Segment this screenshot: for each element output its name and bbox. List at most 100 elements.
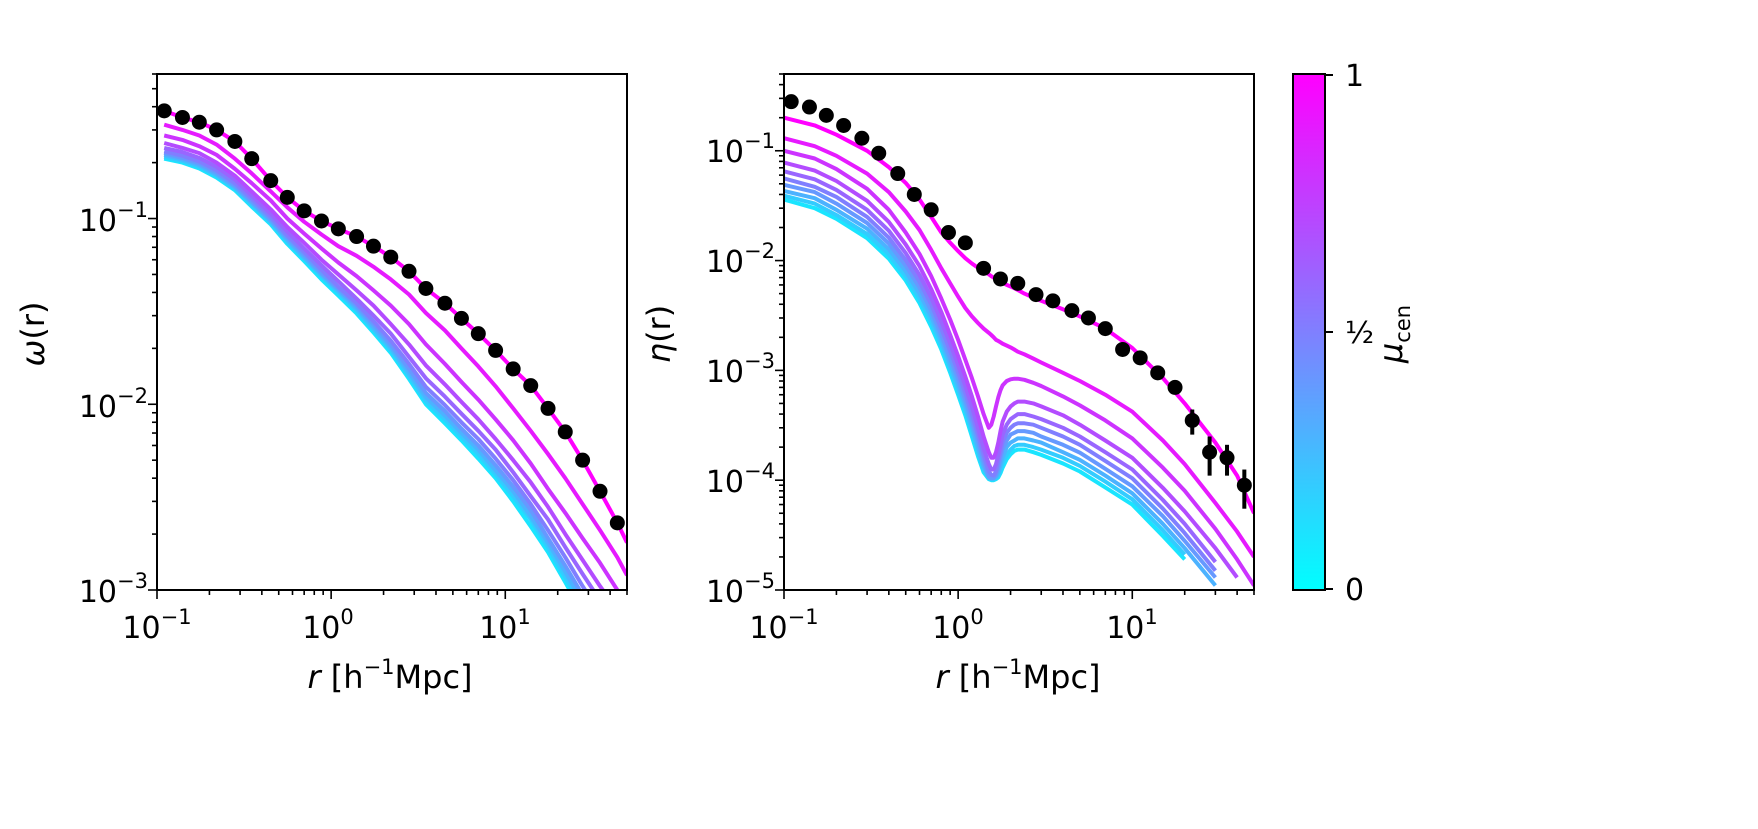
right-model-curve [784, 176, 1217, 572]
right-data-point [871, 145, 887, 161]
right-ytick-label-0: 10−5 [706, 569, 775, 610]
right-data-point [957, 235, 973, 251]
right-data-point [992, 271, 1008, 287]
left-ticks [148, 73, 628, 599]
right-model-curve [784, 160, 1239, 579]
right-data-point [783, 94, 799, 110]
left-data-point [592, 483, 608, 499]
left-data-point [470, 326, 486, 342]
right-ylabel: η(r) [640, 305, 678, 363]
right-model-curves [784, 115, 1254, 587]
left-data-point [557, 424, 573, 440]
left-model-curve [163, 149, 588, 590]
left-xtick-label-1: 100 [302, 605, 354, 646]
left-data-point [313, 213, 329, 229]
left-data-point [523, 378, 539, 394]
right-data-point [1132, 350, 1148, 366]
left-data-point [330, 221, 346, 237]
left-model-curve [163, 108, 627, 544]
right-data-point [1097, 321, 1113, 337]
right-data-point [940, 225, 956, 241]
right-panel: 10−1 100 101 10−5 10−4 10−3 10−2 10−1 r … [640, 73, 1255, 696]
left-data-point [365, 238, 381, 254]
right-data-point [1167, 379, 1183, 395]
right-xlabel: r [h−1Mpc] [935, 655, 1100, 696]
right-data-point [906, 186, 922, 202]
left-panel: 10−1 100 101 10−3 10−2 10−1 r [h−1Mpc] ω… [14, 73, 628, 696]
left-xtick-label-0: 10−1 [122, 605, 191, 646]
right-xtick-label-1: 100 [932, 605, 984, 646]
right-ytick-label-4: 10−1 [706, 129, 775, 170]
left-data-point [453, 310, 469, 326]
right-data-point [1115, 341, 1131, 357]
left-data-point [279, 189, 295, 205]
left-xlabel: r [h−1Mpc] [307, 655, 472, 696]
right-model-curve [784, 148, 1254, 587]
right-ytick-label-3: 10−2 [706, 239, 775, 280]
right-ticks [775, 73, 1255, 599]
colorbar-tick-label-0: 0 [1345, 573, 1364, 608]
colorbar-tick-label-half: ½ [1345, 316, 1374, 351]
right-data-point [923, 202, 939, 218]
left-data-point [609, 515, 625, 531]
right-model-curve [784, 197, 1187, 561]
right-data-point [1080, 310, 1096, 326]
right-data-point [1184, 412, 1200, 428]
left-data-point [437, 295, 453, 311]
colorbar: 1 ½ 0 μcen [1292, 59, 1415, 608]
left-data-point [244, 151, 260, 167]
right-data-point [818, 107, 834, 123]
right-model-curve [784, 136, 1254, 559]
left-xtick-label-2: 101 [479, 605, 531, 646]
left-data-point [418, 281, 434, 297]
right-xtick-label-2: 101 [1106, 605, 1158, 646]
left-axes-frame [156, 73, 628, 591]
right-ytick-label-1: 10−4 [706, 459, 775, 500]
left-data-point [488, 342, 504, 358]
left-data-point [227, 133, 243, 149]
right-data-points [783, 94, 1252, 509]
left-data-point [575, 452, 591, 468]
right-data-point [801, 99, 817, 115]
right-ytick-label-2: 10−3 [706, 349, 775, 390]
left-data-point [349, 229, 365, 245]
left-ytick-label-2: 10−1 [79, 198, 148, 239]
left-model-curve [163, 151, 582, 590]
left-data-points [157, 103, 625, 531]
left-model-curve [163, 122, 627, 577]
left-data-point [401, 263, 417, 279]
left-model-curves [163, 108, 627, 590]
right-model-curve [784, 115, 1254, 515]
right-data-point [890, 166, 906, 182]
left-model-curve [163, 145, 596, 590]
right-model-curve [784, 169, 1217, 564]
left-ytick-label-1: 10−2 [79, 384, 148, 425]
colorbar-label: μcen [1372, 305, 1415, 364]
right-data-point [1064, 303, 1080, 319]
left-data-point [505, 361, 521, 377]
left-data-point [296, 203, 312, 219]
right-data-point [1219, 450, 1235, 466]
colorbar-gradient [1292, 73, 1326, 591]
left-data-point [263, 173, 279, 189]
right-data-point [1236, 477, 1252, 493]
right-data-point [976, 260, 992, 276]
left-data-point [174, 109, 190, 125]
left-model-curve [163, 141, 606, 590]
right-data-point [854, 130, 870, 146]
right-axes-frame [783, 73, 1255, 591]
right-data-point [1202, 444, 1218, 460]
right-data-point [1028, 287, 1044, 303]
right-xtick-label-0: 10−1 [749, 605, 818, 646]
left-data-point [191, 114, 207, 130]
left-data-point [209, 122, 225, 138]
right-data-point [1150, 365, 1166, 381]
left-ylabel: ω(r) [14, 302, 52, 367]
left-model-curve [163, 133, 620, 590]
left-ytick-label-0: 10−3 [79, 569, 148, 610]
right-data-point [836, 117, 852, 133]
right-data-point [1010, 275, 1026, 291]
left-data-point [157, 103, 172, 119]
left-data-point [383, 249, 399, 265]
